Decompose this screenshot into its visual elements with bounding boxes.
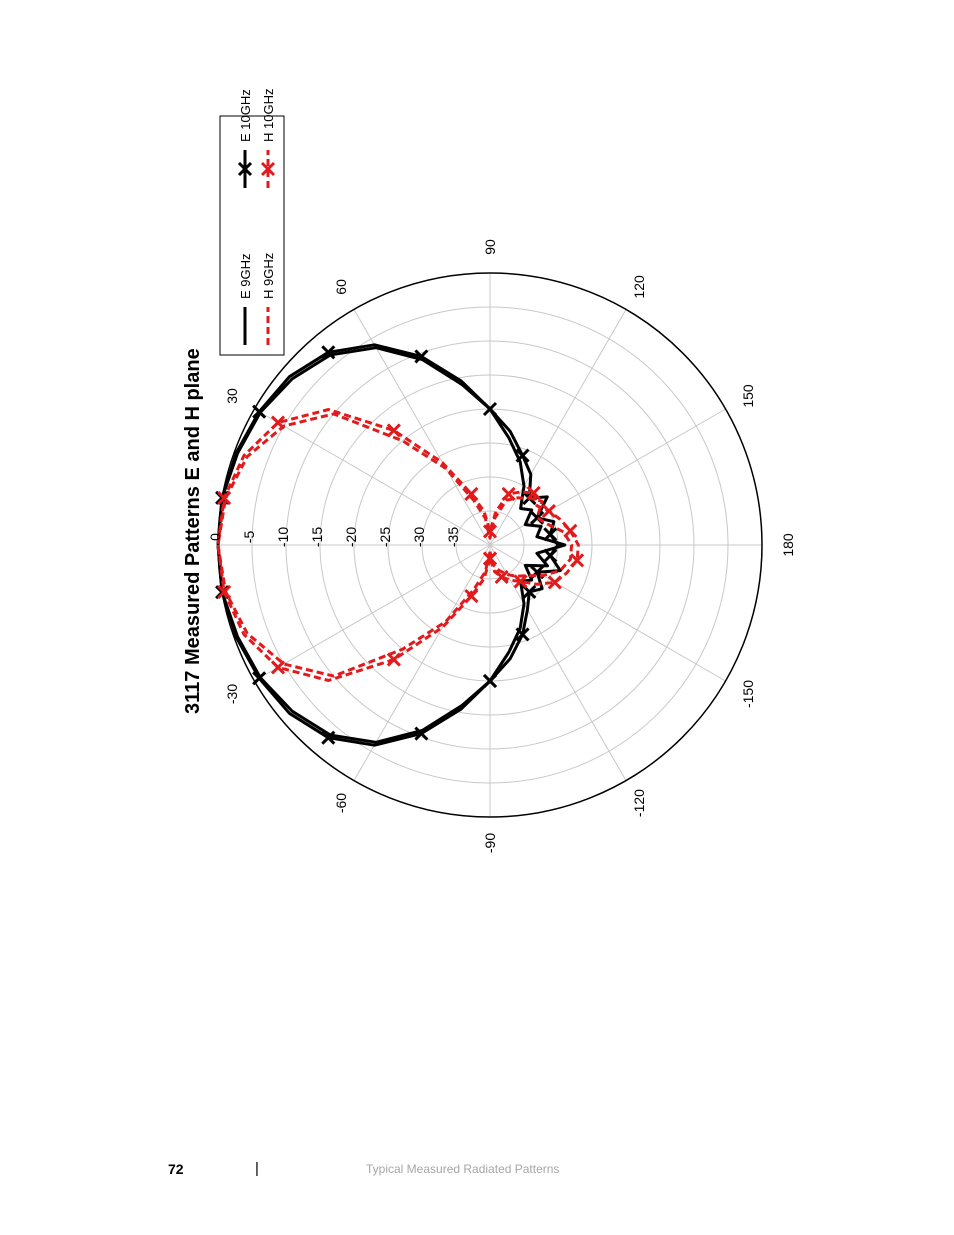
axis-labels: 0 -5 -10 -15 -20 -25 -30 -35 30 60 90 120 150 180 -150…: [207, 239, 796, 853]
radial-tick-label: -35: [445, 527, 461, 547]
series-layer: [215, 343, 585, 747]
polar-grid: [217, 272, 763, 818]
series-marker: [515, 627, 530, 642]
angle-tick-label: -120: [631, 789, 647, 817]
radial-tick-label: -25: [377, 527, 393, 547]
series-marker: [526, 485, 541, 500]
series-marker: [541, 503, 556, 519]
radial-tick-label: -20: [343, 527, 359, 547]
series-marker: [563, 523, 578, 538]
series-marker: [482, 673, 498, 689]
series-line: [216, 412, 574, 678]
series-marker: [482, 551, 498, 566]
grid-spoke: [489, 408, 726, 546]
angle-tick-label: -150: [740, 680, 756, 708]
series-marker: [569, 553, 585, 568]
radial-tick-label: -10: [275, 527, 291, 547]
grid-spoke: [254, 408, 491, 546]
grid-spoke: [254, 544, 491, 682]
legend-label: H 10GHz: [261, 89, 276, 142]
series-marker: [217, 491, 232, 506]
series-marker: [414, 726, 429, 741]
series-marker: [547, 575, 562, 590]
page-number: 72: [168, 1161, 184, 1177]
series-marker: [515, 448, 530, 463]
angle-tick-label: -90: [482, 833, 498, 853]
angle-tick-label: 30: [224, 388, 240, 404]
radial-tick-label: -5: [241, 531, 257, 544]
series-marker: [260, 161, 276, 177]
angle-tick-label: 150: [740, 384, 756, 408]
grid-spoke: [489, 309, 627, 546]
series-marker: [321, 345, 336, 360]
series-marker: [494, 569, 509, 585]
angle-tick-label: 90: [482, 239, 498, 255]
radial-tick-label: -15: [309, 527, 325, 547]
series-1: [215, 343, 562, 747]
legend: E 9GHz E 10GHz H 9GHz H 10GHz: [219, 89, 285, 356]
angle-tick-label: -30: [224, 684, 240, 704]
series-marker: [543, 548, 558, 563]
angle-tick-label: -60: [333, 793, 349, 813]
series-marker: [270, 660, 286, 675]
radial-tick-label: 0: [207, 533, 223, 541]
legend-box: [219, 115, 285, 356]
series-marker: [482, 524, 498, 539]
grid-spoke: [489, 544, 726, 682]
series-marker: [530, 510, 545, 525]
angle-tick-label: 120: [631, 275, 647, 299]
series-marker: [464, 589, 479, 604]
series-marker: [464, 486, 479, 501]
series-marker: [414, 349, 429, 364]
series-marker: [237, 161, 253, 177]
legend-label: E 10GHz: [238, 89, 253, 142]
series-marker: [217, 584, 232, 599]
series-marker: [321, 730, 336, 745]
series-marker: [252, 671, 267, 686]
legend-label: E 9GHz: [238, 253, 253, 299]
angle-tick-label: 60: [333, 279, 349, 295]
grid-spoke: [489, 544, 627, 781]
series-marker: [513, 574, 528, 589]
series-marker: [501, 486, 516, 501]
footer-title: Typical Measured Radiated Patterns: [366, 1162, 560, 1176]
radial-tick-label: -30: [411, 527, 427, 547]
series-2: [216, 412, 574, 678]
series-marker: [252, 404, 267, 419]
footer-separator: |: [255, 1160, 259, 1177]
legend-label: H 9GHz: [261, 253, 276, 299]
series-marker: [386, 423, 401, 438]
series-marker: [482, 401, 498, 417]
series-3: [216, 408, 585, 682]
series-marker: [522, 584, 537, 599]
angle-tick-label: 180: [780, 533, 796, 557]
series-marker: [543, 527, 558, 542]
series-marker: [386, 652, 401, 667]
series-marker: [270, 415, 286, 430]
chart-title: 3117 Measured Patterns E and H plane: [182, 348, 204, 714]
page-footer: 72 | Typical Measured Radiated Patterns: [0, 1160, 954, 1181]
